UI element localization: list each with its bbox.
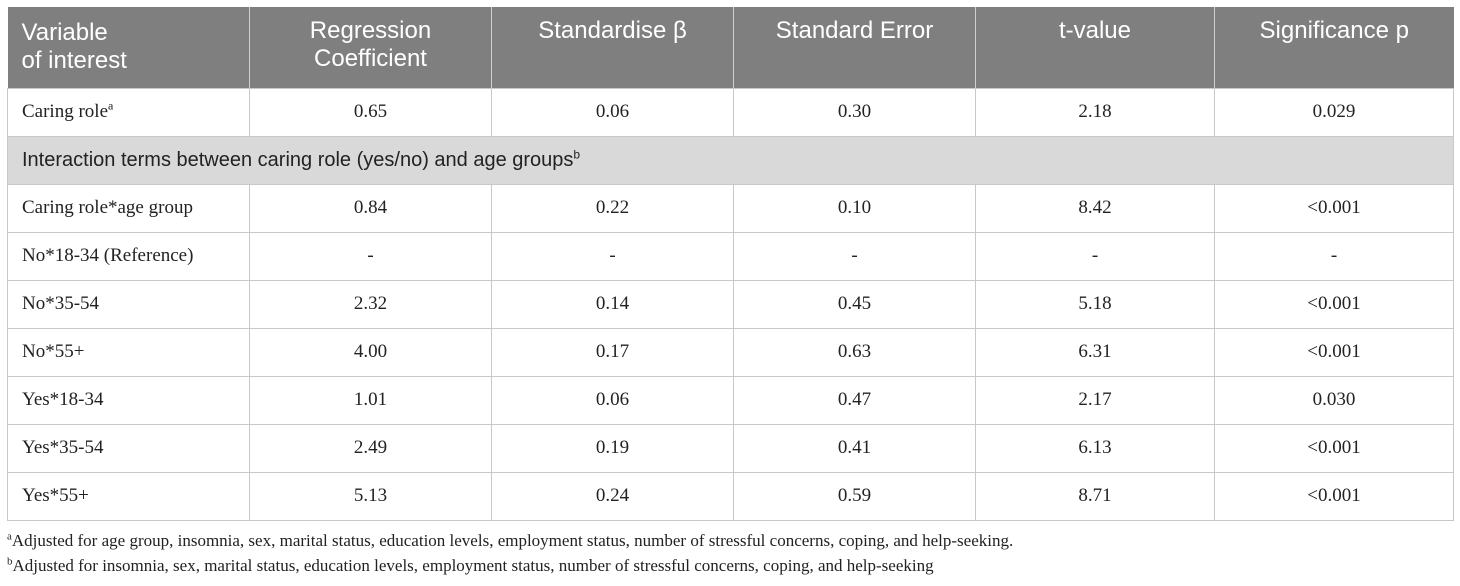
cell-t-value: 2.18 <box>975 87 1215 137</box>
row-label: Yes*35-54 <box>7 423 250 473</box>
cell-standard-error: 0.59 <box>733 471 976 521</box>
header-standard-error: Standard Error <box>733 7 976 88</box>
cell-regression-coefficient: 4.00 <box>249 327 492 377</box>
table-row: No*35-54 2.32 0.14 0.45 5.18 <0.001 <box>7 279 1454 329</box>
table-row: Yes*18-34 1.01 0.06 0.47 2.17 0.030 <box>7 375 1454 425</box>
cell-regression-coefficient: 0.65 <box>249 87 492 137</box>
table-row: No*18-34 (Reference) - - - - - <box>7 231 1454 281</box>
table-row-caring-role: Caring rolea 0.65 0.06 0.30 2.18 0.029 <box>7 87 1454 137</box>
cell-t-value: 5.18 <box>975 279 1215 329</box>
header-t-value: t-value <box>975 7 1215 88</box>
cell-standardise-beta: 0.17 <box>491 327 734 377</box>
cell-standard-error: - <box>733 231 976 281</box>
table-footnotes: aAdjusted for age group, insomnia, sex, … <box>7 528 1453 578</box>
row-label: Caring rolea <box>7 87 250 137</box>
cell-standardise-beta: 0.06 <box>491 375 734 425</box>
cell-regression-coefficient: 0.84 <box>249 183 492 233</box>
section-row-interaction-terms: Interaction terms between caring role (y… <box>7 135 1454 185</box>
results-table-container: Variable of interest Regression Coefficien… <box>7 7 1454 521</box>
table-row: Yes*55+ 5.13 0.24 0.59 8.71 <0.001 <box>7 471 1454 521</box>
footnote-a: aAdjusted for age group, insomnia, sex, … <box>7 530 1014 550</box>
table-row: No*55+ 4.00 0.17 0.63 6.31 <0.001 <box>7 327 1454 377</box>
cell-standardise-beta: - <box>491 231 734 281</box>
cell-t-value: 2.17 <box>975 375 1215 425</box>
table-row: Caring role*age group 0.84 0.22 0.10 8.4… <box>7 183 1454 233</box>
cell-significance: <0.001 <box>1214 327 1454 377</box>
cell-standardise-beta: 0.19 <box>491 423 734 473</box>
cell-standard-error: 0.41 <box>733 423 976 473</box>
row-label: No*18-34 (Reference) <box>7 231 250 281</box>
cell-standardise-beta: 0.24 <box>491 471 734 521</box>
cell-t-value: 8.71 <box>975 471 1215 521</box>
cell-significance: 0.029 <box>1214 87 1454 137</box>
row-label: No*55+ <box>7 327 250 377</box>
cell-significance: 0.030 <box>1214 375 1454 425</box>
cell-t-value: 8.42 <box>975 183 1215 233</box>
cell-significance: <0.001 <box>1214 183 1454 233</box>
cell-regression-coefficient: - <box>249 231 492 281</box>
cell-regression-coefficient: 2.32 <box>249 279 492 329</box>
cell-t-value: 6.13 <box>975 423 1215 473</box>
cell-standard-error: 0.63 <box>733 327 976 377</box>
cell-standard-error: 0.47 <box>733 375 976 425</box>
row-label: Yes*18-34 <box>7 375 250 425</box>
row-label: Yes*55+ <box>7 471 250 521</box>
regression-table: Variable of interest Regression Coefficien… <box>7 7 1454 521</box>
section-label: Interaction terms between caring role (y… <box>7 135 1454 185</box>
cell-t-value: 6.31 <box>975 327 1215 377</box>
header-standardise-beta: Standardise β <box>491 7 734 88</box>
cell-regression-coefficient: 1.01 <box>249 375 492 425</box>
cell-significance: <0.001 <box>1214 423 1454 473</box>
cell-regression-coefficient: 5.13 <box>249 471 492 521</box>
header-significance: Significance p <box>1214 7 1454 88</box>
cell-standardise-beta: 0.22 <box>491 183 734 233</box>
cell-significance: <0.001 <box>1214 471 1454 521</box>
cell-t-value: - <box>975 231 1215 281</box>
header-row: Variable of interest Regression Coefficien… <box>7 7 1454 88</box>
cell-standard-error: 0.45 <box>733 279 976 329</box>
cell-standard-error: 0.30 <box>733 87 976 137</box>
row-label: No*35-54 <box>7 279 250 329</box>
footnote-b: bAdjusted for insomnia, sex, marital sta… <box>7 555 934 575</box>
cell-standard-error: 0.10 <box>733 183 976 233</box>
cell-significance: <0.001 <box>1214 279 1454 329</box>
table-row: Yes*35-54 2.49 0.19 0.41 6.13 <0.001 <box>7 423 1454 473</box>
row-label: Caring role*age group <box>7 183 250 233</box>
cell-significance: - <box>1214 231 1454 281</box>
header-variable: Variable of interest <box>7 7 250 88</box>
cell-regression-coefficient: 2.49 <box>249 423 492 473</box>
cell-standardise-beta: 0.06 <box>491 87 734 137</box>
header-regression-coefficient: Regression Coefficient <box>249 7 492 88</box>
cell-standardise-beta: 0.14 <box>491 279 734 329</box>
